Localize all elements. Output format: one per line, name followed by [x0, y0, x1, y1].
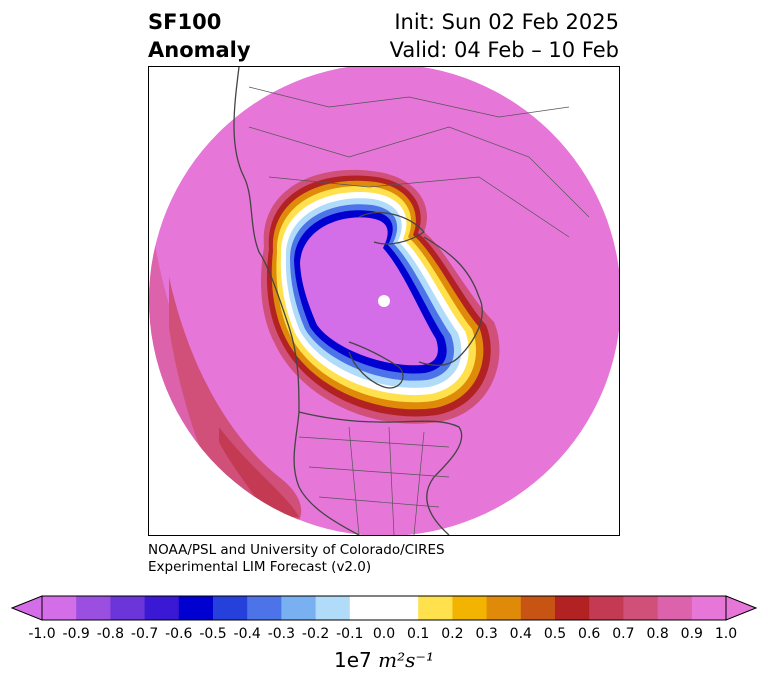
- colorbar-cell: [520, 596, 556, 620]
- colorbar-tick-label: 0.2: [441, 626, 464, 642]
- borders: [248, 86, 590, 535]
- anomaly-field: [149, 67, 619, 535]
- colorbar-label: 1e7 m²s⁻¹: [0, 648, 768, 672]
- colorbar-cell: [213, 596, 248, 620]
- colorbar-tick-label: 0.5: [543, 626, 567, 642]
- title-type: Anomaly: [148, 38, 251, 62]
- border-eurasia-3: [248, 86, 570, 118]
- colorbar-cell: [144, 596, 180, 620]
- colorbar-tick-label: 0.4: [509, 626, 532, 642]
- colorbar-cell: [384, 596, 419, 620]
- negative-core: [300, 217, 438, 366]
- title-variable: SF100: [148, 10, 222, 34]
- border-eurasia-1: [248, 126, 590, 218]
- colorbar-tick-label: -0.5: [199, 626, 227, 642]
- polar-map: [149, 67, 619, 535]
- coast-west: [233, 67, 360, 535]
- colorbar-tick-label: 0.6: [578, 626, 601, 642]
- colorbar-tick-label: 0.1: [407, 626, 430, 642]
- title-right: Init: Sun 02 Feb 2025 Valid: 04 Feb – 10…: [390, 8, 619, 64]
- coast-islands: [348, 341, 404, 389]
- colorbar-label-scale: 1e7: [334, 648, 372, 672]
- colorbar-tick-label: 0.0: [372, 626, 396, 642]
- credit: NOAA/PSL and University of Colorado/CIRE…: [148, 542, 445, 576]
- colorbar-cells: [42, 596, 727, 620]
- colorbar-cell: [315, 596, 351, 620]
- colorbar-tick-label: 0.8: [646, 626, 669, 642]
- colorbar-extend-high: [726, 596, 756, 620]
- colorbar-tick-label: -0.9: [62, 626, 90, 642]
- colorbar-cell: [76, 596, 111, 620]
- colorbar-cell: [486, 596, 522, 620]
- colorbar-tick-label: 0.9: [680, 626, 703, 642]
- colorbar-tick-label: 1.0: [714, 626, 738, 642]
- coast-greenland: [418, 236, 483, 366]
- border-north-america: [298, 426, 450, 535]
- pole-marker: [378, 295, 390, 307]
- map-panel: [148, 66, 620, 536]
- colorbar-cell: [178, 596, 214, 620]
- colorbar-cell: [555, 596, 590, 620]
- colorbar-cell: [281, 596, 317, 620]
- coastlines: [233, 67, 483, 535]
- colorbar-cell: [110, 596, 146, 620]
- colorbar-extend-low-outline: [10, 595, 43, 621]
- colorbar-cell: [623, 596, 659, 620]
- colorbar-tick-label: -0.4: [233, 626, 261, 642]
- credit-line-2: Experimental LIM Forecast (v2.0): [148, 559, 372, 575]
- colorbar-ticks: -1.0 -0.9 -0.8 -0.7 -0.6 -0.5 -0.4 -0.3 -0.2 -0.1…: [0, 626, 768, 646]
- colorbar-tick-label: -0.6: [165, 626, 193, 642]
- colorbar-cell: [452, 596, 488, 620]
- colorbar-tick-label: -0.3: [267, 626, 296, 642]
- colorbar-cell: [589, 596, 624, 620]
- coast-north-america: [298, 411, 463, 535]
- colorbar-label-unit: m²s⁻¹: [378, 648, 434, 672]
- colorbar-tick-label: -0.2: [301, 626, 330, 642]
- colorbar-extend-low: [12, 596, 42, 620]
- credit-line-1: NOAA/PSL and University of Colorado/CIRE…: [148, 542, 445, 558]
- colorbar-cell: [691, 596, 727, 620]
- colorbar-tick-label: -0.8: [96, 626, 125, 642]
- colorbar-cell: [657, 596, 693, 620]
- coast-svalbard: [358, 212, 425, 245]
- colorbar-tick-label: -1.0: [28, 626, 56, 642]
- colorbar-cell: [349, 596, 385, 620]
- title-left: SF100 Anomaly: [148, 8, 251, 64]
- colorbar-tick-label: 0.7: [612, 626, 635, 642]
- colorbar-cell: [247, 596, 282, 620]
- field-warm-tongue-inner: [219, 427, 299, 517]
- colorbar-cell: [418, 596, 453, 620]
- border-eurasia-2: [268, 176, 570, 238]
- init-date: Init: Sun 02 Feb 2025: [394, 10, 619, 34]
- colorbar-tick-label: -0.1: [336, 626, 364, 642]
- valid-range: Valid: 04 Feb – 10 Feb: [389, 38, 619, 62]
- colorbar-tick-label: 0.3: [475, 626, 498, 642]
- colorbar: [10, 595, 758, 621]
- colorbar-cell: [42, 596, 77, 620]
- colorbar-extend-high-outline: [725, 595, 758, 621]
- colorbar-tick-label: -0.7: [130, 626, 159, 642]
